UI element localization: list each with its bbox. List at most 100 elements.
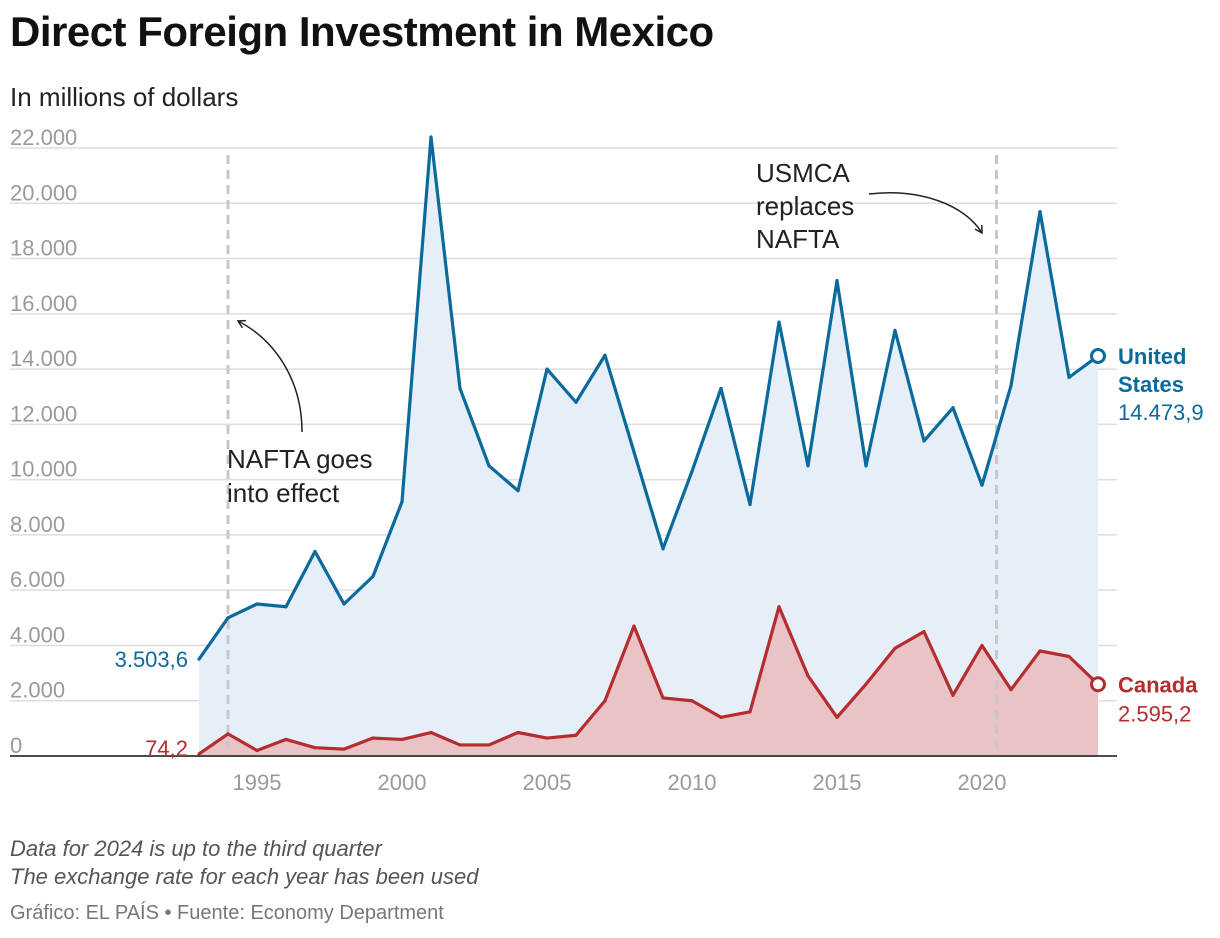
data-point	[458, 743, 462, 747]
data-point	[922, 439, 926, 443]
data-point	[197, 657, 201, 661]
data-point	[400, 500, 404, 504]
data-point	[922, 630, 926, 634]
data-point	[255, 602, 259, 606]
data-point	[632, 624, 636, 628]
data-point	[197, 752, 201, 756]
y-tick-label: 20.000	[10, 180, 77, 205]
x-tick-label: 2010	[668, 770, 717, 795]
data-point	[487, 464, 491, 468]
data-point	[313, 549, 317, 554]
annotation-nafta-arrow	[236, 319, 303, 433]
data-point	[545, 736, 549, 740]
y-tick-label: 14.000	[10, 346, 77, 371]
data-point	[313, 746, 317, 750]
series-name-united-states: States	[1118, 372, 1184, 397]
footnote-2: The exchange rate for each year has been…	[10, 864, 479, 889]
data-point	[603, 353, 607, 357]
data-point	[980, 483, 984, 487]
data-point	[226, 616, 230, 620]
series-area-0	[199, 136, 1098, 757]
y-tick-label: 8.000	[10, 512, 65, 537]
data-point	[864, 682, 868, 686]
annotation-nafta-text: into effect	[227, 478, 340, 508]
series-lines	[197, 135, 1106, 756]
x-tick-label: 2015	[813, 770, 862, 795]
data-point	[1038, 649, 1042, 653]
data-point	[516, 730, 520, 735]
data-point	[371, 574, 375, 578]
series-line-1	[198, 605, 1100, 756]
y-tick-label: 6.000	[10, 567, 65, 592]
data-point	[951, 693, 955, 697]
x-tick-label: 2000	[378, 770, 427, 795]
data-point	[1009, 688, 1013, 692]
data-point	[1038, 209, 1042, 214]
data-point	[487, 743, 491, 747]
data-point	[284, 737, 288, 742]
data-point	[690, 699, 694, 703]
y-tick-label: 4.000	[10, 622, 65, 647]
data-point	[429, 730, 433, 735]
data-point	[400, 737, 404, 742]
series-end-marker-1	[1090, 676, 1106, 693]
y-tick-label: 16.000	[10, 291, 77, 316]
data-point	[893, 646, 897, 650]
data-point	[835, 279, 839, 283]
data-point	[777, 605, 781, 609]
data-point	[690, 469, 694, 473]
data-point	[458, 386, 462, 391]
axis-layer: 1995 2000 2005 2010 2015 2020	[10, 755, 1117, 795]
annotation-usmca-arrow	[868, 192, 983, 235]
y-tick-label: 12.000	[10, 401, 77, 426]
x-tick-label: 1995	[233, 770, 282, 795]
data-point	[574, 733, 578, 737]
area-layer	[199, 136, 1098, 757]
data-point	[429, 135, 433, 139]
data-point	[748, 502, 752, 507]
data-point	[284, 605, 288, 609]
source-credit: Gráfico: EL PAÍS • Fuente: Economy Depar…	[10, 902, 444, 924]
data-point	[574, 400, 578, 404]
data-point	[1009, 384, 1013, 388]
data-point	[951, 406, 955, 410]
series-line-0	[197, 135, 1099, 661]
annotation-nafta-text: NAFTA goes	[227, 444, 372, 474]
data-point	[864, 464, 868, 468]
data-point	[719, 715, 723, 719]
data-point	[719, 386, 723, 391]
data-point	[835, 715, 839, 719]
y-tick-label: 10.000	[10, 457, 77, 482]
data-point	[661, 696, 665, 700]
series-name-canada: Canada	[1118, 672, 1198, 697]
series-area-1	[199, 606, 1098, 756]
data-point	[1067, 375, 1071, 379]
y-tick-label: 18.000	[10, 236, 77, 261]
data-point	[371, 736, 375, 740]
y-tick-label: 0	[10, 733, 22, 758]
data-point	[1067, 654, 1071, 659]
series-name-united-states: United	[1118, 344, 1186, 369]
series-first-value-1: 74,2	[145, 736, 188, 761]
x-tick-label: 2005	[523, 770, 572, 795]
chart-subtitle: In millions of dollars	[10, 82, 239, 112]
series-last-value-0: 14.473,9	[1118, 400, 1204, 425]
data-point	[748, 710, 752, 714]
series-first-value-0: 3.503,6	[115, 647, 188, 672]
data-point	[603, 699, 607, 703]
annotation-usmca-text: NAFTA	[756, 224, 840, 254]
data-point	[893, 328, 897, 332]
series-last-value-1: 2.595,2	[1118, 701, 1191, 726]
reference-lines	[226, 155, 998, 756]
footnote-1: Data for 2024 is up to the third quarter	[10, 836, 382, 861]
series-labels: 3.503,6 74,2 United States 14.473,9 Canada 2.5…	[115, 344, 1204, 761]
data-point	[255, 748, 259, 753]
data-point	[342, 747, 346, 751]
y-tick-label: 2.000	[10, 678, 65, 703]
series-end-marker-0	[1090, 347, 1106, 364]
data-point	[632, 450, 636, 454]
y-tick-label: 22.000	[10, 125, 77, 150]
x-tick-label: 2020	[958, 770, 1007, 795]
